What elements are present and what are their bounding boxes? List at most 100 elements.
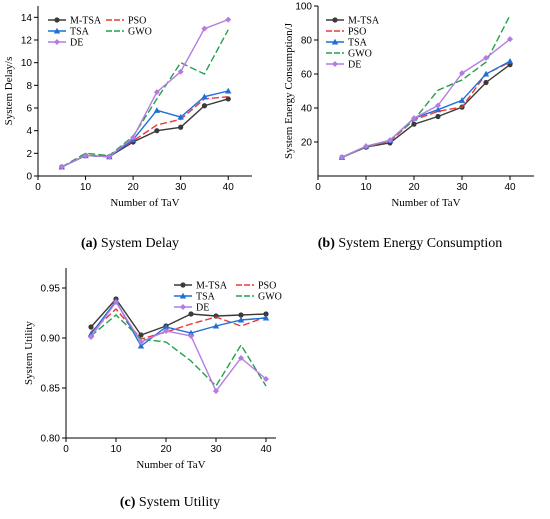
data-point-tsa	[458, 97, 466, 103]
y-tick-label: 2	[26, 149, 32, 160]
legend-marker-de	[180, 304, 186, 310]
data-point-m-tsa	[138, 332, 144, 338]
data-point-de	[483, 54, 489, 61]
caption-b-text: System Energy Consumption	[335, 236, 502, 251]
y-tick-label: 4	[26, 126, 32, 137]
data-point-de	[201, 25, 208, 32]
x-tick-label: 0	[35, 182, 41, 193]
data-point-de	[411, 115, 417, 122]
caption-c: (c) System Utility	[120, 495, 220, 510]
y-axis-title: System Energy Consumption/J	[283, 22, 295, 159]
data-point-m-tsa	[411, 121, 417, 127]
y-tick-label: 0.85	[41, 384, 61, 395]
data-point-de	[82, 152, 89, 159]
series-line-gwo	[341, 14, 511, 158]
data-point-de	[153, 89, 160, 96]
legend-label-pso: PSO	[348, 27, 366, 38]
y-axis-title: System Utility	[23, 321, 35, 385]
legend-label-de: DE	[70, 38, 83, 49]
series-line-pso	[90, 307, 267, 340]
data-point-de	[58, 163, 65, 170]
data-point-de	[435, 102, 441, 109]
legend-marker-tsa	[53, 27, 61, 34]
caption-c-text: System Utility	[135, 495, 220, 510]
legend-label-m-tsa: M-TSA	[348, 16, 380, 27]
legend-label-tsa: TSA	[348, 38, 368, 49]
legend-marker-de	[54, 39, 60, 45]
data-point-tsa	[212, 322, 220, 329]
y-tick-label: 100	[295, 2, 312, 13]
x-tick-label: 30	[175, 182, 187, 193]
legend-marker-m-tsa	[54, 17, 60, 23]
x-tick-label: 30	[456, 182, 468, 193]
x-axis-title: Number of TaV	[136, 459, 205, 471]
data-point-de	[339, 154, 345, 161]
data-point-de	[113, 299, 119, 305]
legend-label-gwo: GWO	[128, 27, 152, 38]
legend-label-m-tsa: M-TSA	[70, 16, 102, 27]
legend-marker-m-tsa	[332, 17, 338, 23]
y-tick-label: 0	[26, 172, 32, 183]
data-point-tsa	[137, 342, 145, 349]
series-line-gwo	[61, 29, 229, 168]
legend-marker-tsa	[179, 292, 187, 299]
data-point-de	[387, 137, 393, 144]
legend-label-de: DE	[348, 60, 361, 71]
legend-marker-de	[332, 61, 338, 67]
data-point-m-tsa	[154, 128, 160, 134]
y-tick-label: 0.80	[41, 434, 61, 445]
data-point-de	[225, 16, 232, 23]
data-point-tsa	[201, 93, 208, 100]
y-tick-label: 8	[26, 81, 32, 92]
data-point-m-tsa	[88, 324, 94, 330]
y-tick-label: 60	[301, 70, 313, 81]
data-point-de	[263, 376, 269, 382]
x-tick-label: 40	[223, 182, 235, 193]
legend-label-de: DE	[196, 303, 209, 314]
x-tick-label: 40	[260, 444, 272, 455]
data-point-de	[138, 339, 144, 345]
legend-label-m-tsa: M-TSA	[196, 281, 228, 292]
legend-marker-m-tsa	[180, 282, 186, 288]
data-point-de	[88, 334, 94, 340]
data-point-tsa	[187, 329, 195, 336]
series-line-m-tsa	[90, 297, 267, 336]
data-point-de	[177, 68, 184, 75]
x-tick-label: 10	[110, 444, 122, 455]
data-point-m-tsa	[263, 311, 269, 317]
series-line-m-tsa	[341, 64, 511, 158]
legend-label-pso: PSO	[128, 16, 146, 27]
data-point-tsa	[506, 58, 514, 64]
caption-b: (b) System Energy Consumption	[318, 236, 502, 251]
data-point-m-tsa	[188, 311, 194, 317]
y-tick-label: 40	[301, 104, 313, 115]
y-tick-label: 20	[301, 138, 313, 149]
x-tick-label: 10	[360, 182, 372, 193]
data-point-de	[106, 153, 113, 160]
data-point-m-tsa	[225, 96, 231, 102]
y-tick-label: 6	[26, 104, 32, 115]
data-point-tsa	[177, 113, 184, 120]
x-tick-label: 20	[128, 182, 140, 193]
data-point-de	[130, 134, 137, 141]
data-point-tsa	[162, 323, 170, 330]
chart-system-utility: 0 10 20 30 40 0.80 0.85 0.90 0.95 Number of TaV Sy…	[23, 268, 282, 471]
data-point-m-tsa	[178, 124, 184, 130]
data-point-de	[163, 328, 169, 334]
legend-label-pso: PSO	[258, 281, 276, 292]
data-point-de	[213, 388, 219, 394]
data-point-m-tsa	[238, 312, 244, 318]
chart-system-energy: 0 10 20 30 40 20 40 60 80 100 Number of TaV System …	[283, 2, 534, 209]
data-point-m-tsa	[435, 113, 441, 120]
data-point-de	[188, 333, 194, 339]
x-axis-title: Number of TaV	[391, 197, 460, 209]
series-line-de	[61, 18, 229, 168]
data-point-tsa	[225, 87, 232, 94]
series-line-de	[341, 38, 511, 158]
data-point-m-tsa	[201, 103, 208, 109]
chart-system-delay: 0 10 20 30 40 0 2 4 6 8 10 12 14 Number of TaV System …	[3, 6, 252, 209]
x-tick-label: 0	[315, 182, 321, 193]
caption-a-label: (a)	[81, 236, 98, 251]
caption-a: (a) System Delay	[81, 236, 179, 251]
legend-label-tsa: TSA	[196, 292, 216, 303]
